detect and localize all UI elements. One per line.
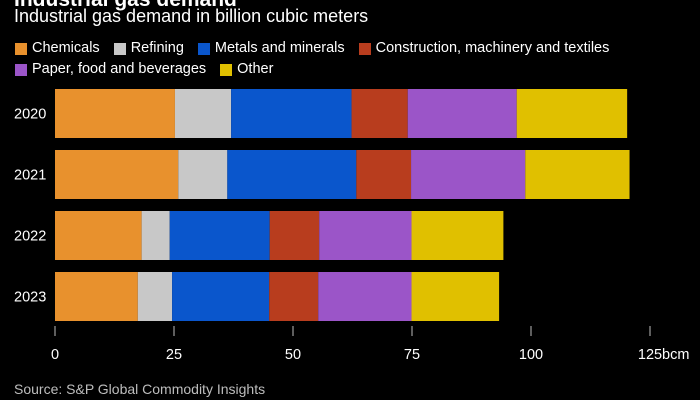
bar-2021-chemicals xyxy=(55,150,179,199)
legend-row-1: Chemicals Refining Metals and minerals C… xyxy=(15,38,695,59)
source-note: Source: S&P Global Commodity Insights xyxy=(14,381,266,397)
category-label-2023: 2023 xyxy=(14,290,46,306)
bar-2020-other xyxy=(516,89,628,138)
legend-swatch-metals xyxy=(197,42,210,55)
bar-2020-paper-food-and-beverages xyxy=(407,89,517,138)
bar-2020-chemicals xyxy=(55,89,175,138)
bar-2020-metals-and-minerals xyxy=(231,89,352,138)
legend-item-other: Other xyxy=(220,59,273,80)
legend-item-construction: Construction, machinery and textiles xyxy=(358,38,610,59)
x-tick-label-50: 50 xyxy=(285,347,301,363)
legend-label-paper: Paper, food and beverages xyxy=(32,61,207,77)
category-label-2020: 2020 xyxy=(14,107,46,123)
legend-label-other: Other xyxy=(237,61,274,77)
bar-2023-metals-and-minerals xyxy=(172,272,270,321)
legend-label-chemicals: Chemicals xyxy=(32,40,100,56)
legend-swatch-construction xyxy=(358,42,371,55)
bar-2021-construction-machinery-and-textiles xyxy=(356,150,412,199)
legend-swatch-refining xyxy=(113,42,126,55)
legend-item-paper: Paper, food and beverages xyxy=(15,59,206,80)
legend-item-chemicals: Chemicals xyxy=(15,38,100,59)
bar-2020-refining xyxy=(174,89,232,138)
legend-item-metals: Metals and minerals xyxy=(197,38,345,59)
x-tick-label-75: 75 xyxy=(404,347,420,363)
x-tick-label-100: 100 xyxy=(519,347,543,363)
bar-2023-other xyxy=(411,272,500,321)
bar-2022-refining xyxy=(141,211,170,260)
bar-2022-paper-food-and-beverages xyxy=(319,211,412,260)
x-axis-unit: bcm xyxy=(662,347,689,363)
clipped-chart-title: Industrial gas demand xyxy=(14,0,237,12)
legend-label-metals: Metals and minerals xyxy=(214,40,345,56)
bar-2023-paper-food-and-beverages xyxy=(318,272,412,321)
bar-2023-refining xyxy=(137,272,173,321)
x-tick-label-125: 125 xyxy=(638,347,662,363)
bar-2020-construction-machinery-and-textiles xyxy=(351,89,408,138)
x-tick-label-0: 0 xyxy=(51,347,59,363)
category-label-2022: 2022 xyxy=(14,229,46,245)
legend-label-construction: Construction, machinery and textiles xyxy=(375,40,610,56)
category-label-2021: 2021 xyxy=(14,168,46,184)
bar-2023-construction-machinery-and-textiles xyxy=(269,272,319,321)
bar-2021-other xyxy=(525,150,630,199)
legend-swatch-other xyxy=(220,63,233,76)
bar-2023-chemicals xyxy=(55,272,138,321)
bar-2022-metals-and-minerals xyxy=(169,211,270,260)
bar-2022-chemicals xyxy=(55,211,142,260)
legend-item-refining: Refining xyxy=(113,38,184,59)
chart-legend: Chemicals Refining Metals and minerals C… xyxy=(15,38,695,80)
legend-swatch-paper xyxy=(15,63,27,76)
chart-subtitle: Industrial gas demand in billion cubic m… xyxy=(14,6,369,26)
bar-2021-metals-and-minerals xyxy=(227,150,357,199)
bar-2021-paper-food-and-beverages xyxy=(411,150,526,199)
legend-label-refining: Refining xyxy=(130,40,184,56)
bar-2021-refining xyxy=(178,150,228,199)
bar-2022-construction-machinery-and-textiles xyxy=(269,211,320,260)
legend-swatch-chemicals xyxy=(15,42,27,55)
legend-row-2: Paper, food and beverages Other xyxy=(15,59,695,80)
x-tick-label-25: 25 xyxy=(166,347,182,363)
bar-2022-other xyxy=(411,211,504,260)
